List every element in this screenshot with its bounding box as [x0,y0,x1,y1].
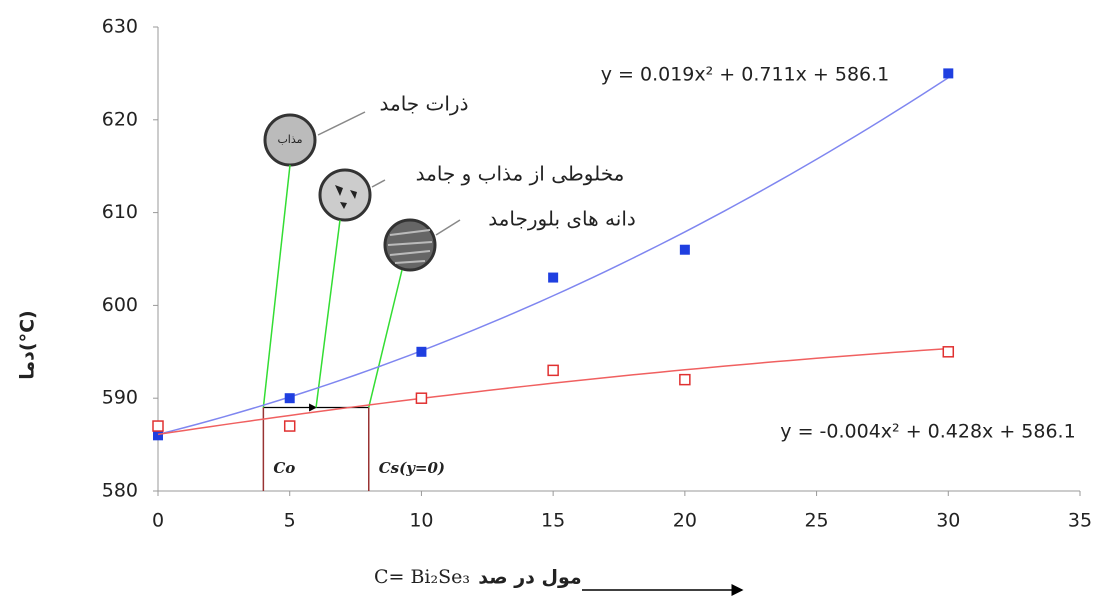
point [548,272,559,283]
y-tick-label: 600 [102,294,138,316]
point [415,392,428,404]
connector [315,219,341,408]
point [547,364,559,377]
y-axis-label: دما(°C) [17,310,39,379]
y-tick-label: 630 [102,16,138,38]
point [679,244,690,255]
x-tick-label: 30 [936,510,960,532]
x-tick-label: 10 [409,510,433,532]
x-tick-label: 5 [284,510,296,532]
phase-icons [263,111,461,272]
y-tick-label: 580 [102,480,138,502]
composition-label: Co [273,459,295,477]
point [284,393,295,404]
x-tick-label: 35 [1068,510,1092,532]
point [153,430,163,441]
equation: y = -0.004x² + 0.428x + 586.1 [780,421,1075,443]
x-tick-label: 15 [541,510,565,532]
annotation: ذرات جامد [380,92,469,116]
x-axis-label: مول در صد [478,567,581,589]
trendline [157,347,949,436]
point [679,373,691,386]
point [416,346,427,357]
x-axis-label: C= Bi₂Se₃ [374,566,470,588]
x-tick-label: 20 [673,510,697,532]
circle-text: مذاب [277,133,302,146]
point [942,346,955,358]
x-tick-label: 0 [152,510,164,532]
point [152,420,164,432]
y-tick-label: 590 [102,387,138,409]
y-tick-label: 610 [102,201,138,223]
point [283,420,296,432]
annotation: دانه های بلورجامد [488,207,636,231]
connector [262,164,291,408]
connector [368,269,403,408]
x-tick-label: 25 [804,510,828,532]
point [943,68,954,79]
equation: y = 0.019x² + 0.711x + 586.1 [601,64,890,86]
y-tick-label: 620 [102,108,138,130]
composition-label: Cs(y=0) [379,459,445,477]
annotation: مخلوطی از مذاب و جامد [416,162,625,186]
